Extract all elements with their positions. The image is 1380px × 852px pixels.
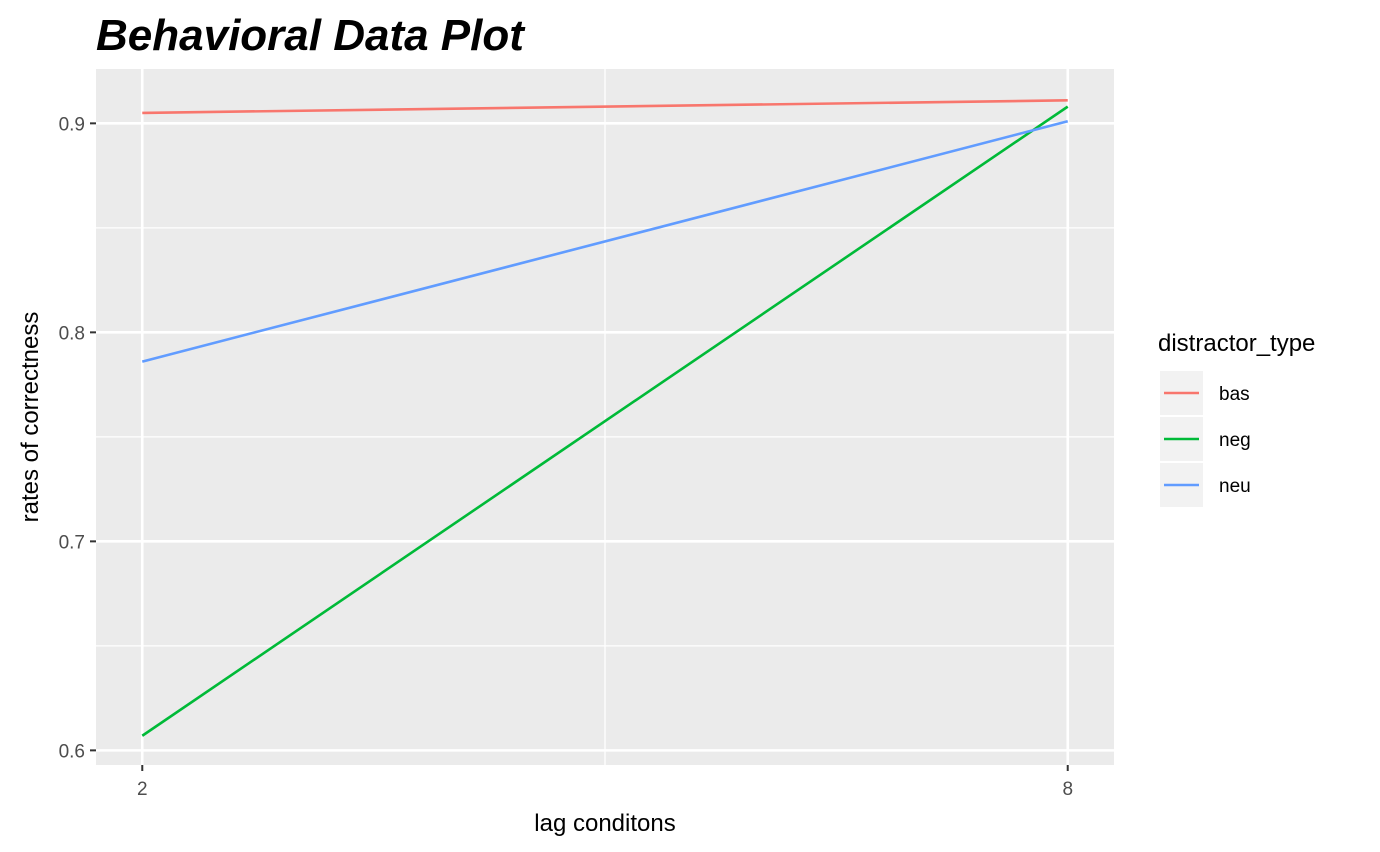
y-tick-label: 0.6 — [59, 741, 85, 762]
series-lines — [141, 99, 1069, 737]
series-line-neu — [141, 119, 1069, 363]
chart-title: Behavioral Data Plot — [96, 11, 526, 60]
y-axis: 0.6 0.7 0.8 0.9 — [59, 114, 96, 762]
x-axis-title: lag conditons — [534, 810, 675, 837]
major-gridlines — [96, 69, 1114, 765]
y-tick-label: 0.9 — [59, 114, 85, 135]
y-tick-label: 0.7 — [59, 532, 85, 553]
legend-items: bas neg neu — [1160, 371, 1251, 507]
legend-title: distractor_type — [1158, 330, 1315, 357]
legend-label-bas: bas — [1219, 384, 1250, 405]
series-line-bas — [142, 99, 1068, 115]
legend: distractor_type bas neg neu — [1158, 330, 1315, 507]
legend-label-neu: neu — [1219, 476, 1251, 497]
legend-label-neg: neg — [1219, 430, 1251, 451]
y-tick-label: 0.8 — [59, 323, 85, 344]
x-tick-label: 2 — [137, 779, 148, 800]
y-axis-title: rates of correctness — [17, 312, 44, 523]
minor-gridlines — [96, 69, 1114, 765]
x-tick-label: 8 — [1062, 779, 1073, 800]
series-line-neg — [141, 105, 1069, 737]
